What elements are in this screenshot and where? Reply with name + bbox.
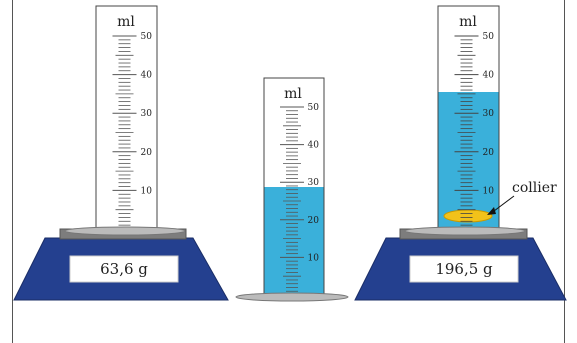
middle-cylinder-base [235, 292, 349, 302]
left-cylinder-tick-label: 20 [141, 148, 153, 158]
left-graduated-cylinder: ml [64, 5, 186, 236]
left-cylinder-tick-label: 50 [141, 32, 153, 42]
right-cylinder-tick-label: 40 [483, 71, 495, 81]
middle-cylinder-tick-label: 20 [308, 216, 320, 226]
middle-cylinder-tick-label: 40 [308, 141, 320, 151]
right-cylinder-tick-label: 20 [483, 148, 495, 158]
left-cylinder-base [64, 226, 186, 236]
right-scale: 196,5 g [354, 228, 567, 301]
left-scale-display [69, 255, 179, 283]
right-cylinder-tick-label: 10 [483, 186, 495, 196]
right-scale-reading: 196,5 g [435, 260, 493, 278]
right-scale-display [409, 255, 519, 283]
middle-cylinder-tick-label: 50 [308, 103, 320, 113]
left-cylinder-tick-label: 30 [141, 109, 153, 119]
necklace-label: collier [512, 180, 557, 196]
right-cylinder-tick-label: 30 [483, 109, 495, 119]
left-cylinder-tick-label: 40 [141, 71, 153, 81]
right-cylinder-unit: ml [459, 14, 477, 30]
necklace-object [443, 209, 493, 223]
right-cylinder-base [404, 226, 526, 236]
left-cylinder-unit: ml [117, 14, 135, 30]
figure-frame [12, 0, 565, 343]
necklace-arrow-head [487, 207, 496, 215]
middle-cylinder-tick-label: 30 [308, 178, 320, 188]
middle-cylinder-liquid [264, 187, 324, 295]
middle-cylinder-tick-label: 10 [308, 253, 320, 263]
left-cylinder-tick-label: 10 [141, 186, 153, 196]
left-scale-reading: 63,6 g [100, 260, 148, 278]
right-cylinder-tick-label: 50 [483, 32, 495, 42]
middle-cylinder-unit: ml [284, 86, 302, 102]
right-graduated-cylinder: ml collier [404, 5, 557, 236]
necklace-arrow-line [493, 195, 515, 212]
left-scale: 63,6 g [13, 228, 229, 301]
tick-marks: 10 20 30 40 50 10 20 30 40 50 10 20 30 40 50 [112, 32, 495, 292]
